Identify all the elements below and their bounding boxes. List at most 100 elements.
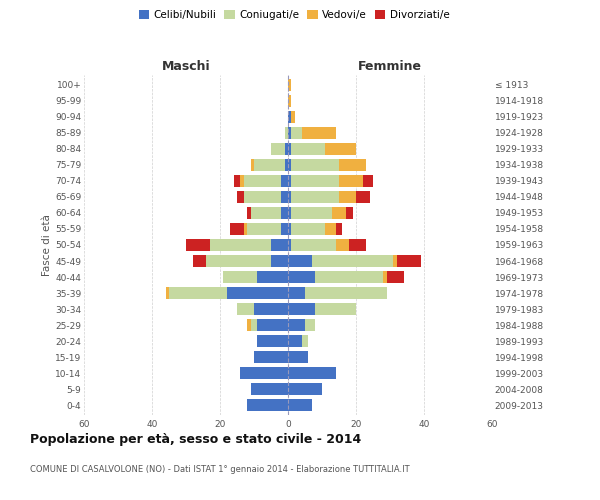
Bar [186,239,210,251]
Bar [288,384,322,396]
Bar [292,126,302,138]
Text: Popolazione per età, sesso e stato civile - 2014: Popolazione per età, sesso e stato civil… [30,432,361,446]
Bar [292,239,335,251]
Text: COMUNE DI CASALVOLONE (NO) - Dati ISTAT 1° gennaio 2014 - Elaborazione TUTTITALI: COMUNE DI CASALVOLONE (NO) - Dati ISTAT … [30,466,410,474]
Bar [394,255,397,267]
Bar [288,255,312,267]
Bar [169,287,227,299]
Bar [288,239,292,251]
Bar [254,303,288,315]
Bar [292,207,332,219]
Bar [210,239,271,251]
Bar [288,319,305,331]
Bar [363,175,373,187]
Bar [244,191,281,203]
Bar [288,175,292,187]
Bar [288,126,292,138]
Bar [271,143,284,155]
Bar [288,159,292,171]
Bar [241,175,244,187]
Bar [288,191,292,203]
Bar [166,287,169,299]
Bar [288,271,315,283]
Bar [288,303,315,315]
Bar [288,78,292,90]
Bar [271,255,288,267]
Text: Maschi: Maschi [161,60,211,74]
Bar [257,335,288,347]
Bar [339,159,366,171]
Bar [312,255,394,267]
Bar [257,319,288,331]
Bar [257,271,288,283]
Bar [281,175,288,187]
Bar [284,143,288,155]
Text: Femmine: Femmine [358,60,422,74]
Bar [193,255,206,267]
Bar [397,255,421,267]
Bar [237,191,244,203]
Bar [339,175,363,187]
Bar [233,175,241,187]
Bar [386,271,404,283]
Bar [284,159,288,171]
Bar [230,223,244,235]
Bar [244,223,247,235]
Bar [247,400,288,411]
Bar [332,207,346,219]
Bar [292,143,325,155]
Bar [346,207,353,219]
Bar [281,191,288,203]
Bar [288,400,312,411]
Bar [315,271,383,283]
Bar [349,239,366,251]
Bar [305,319,315,331]
Bar [281,207,288,219]
Bar [288,143,292,155]
Bar [288,110,292,122]
Bar [288,335,302,347]
Bar [288,351,308,364]
Bar [305,287,386,299]
Bar [315,303,356,315]
Bar [302,126,335,138]
Legend: Celibi/Nubili, Coniugati/e, Vedovi/e, Divorziati/e: Celibi/Nubili, Coniugati/e, Vedovi/e, Di… [137,8,451,22]
Bar [206,255,271,267]
Bar [284,126,288,138]
Bar [292,159,339,171]
Bar [247,207,251,219]
Bar [288,94,292,106]
Bar [288,207,292,219]
Bar [292,175,339,187]
Bar [302,335,308,347]
Bar [335,239,349,251]
Bar [383,271,386,283]
Bar [244,175,281,187]
Bar [271,239,288,251]
Bar [288,368,335,380]
Bar [325,143,356,155]
Bar [237,303,254,315]
Bar [335,223,343,235]
Bar [227,287,288,299]
Bar [254,351,288,364]
Bar [223,271,257,283]
Bar [251,159,254,171]
Bar [292,223,325,235]
Bar [251,319,257,331]
Bar [241,368,288,380]
Bar [247,319,251,331]
Bar [339,191,356,203]
Bar [325,223,335,235]
Bar [247,223,281,235]
Bar [356,191,370,203]
Bar [288,287,305,299]
Bar [281,223,288,235]
Bar [251,207,281,219]
Y-axis label: Fasce di età: Fasce di età [42,214,52,276]
Bar [292,110,295,122]
Bar [292,191,339,203]
Bar [288,223,292,235]
Bar [251,384,288,396]
Bar [254,159,284,171]
